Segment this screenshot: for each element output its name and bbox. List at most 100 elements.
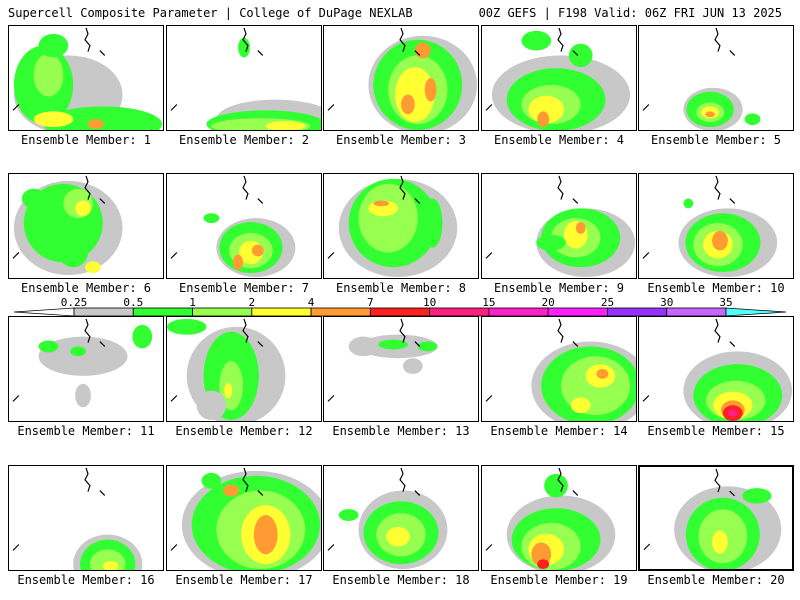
coastline	[643, 468, 735, 551]
ensemble-member-1-map[interactable]	[8, 25, 164, 131]
scp-contour-5	[251, 244, 264, 257]
ensemble-member-14-label: Ensemble Member: 14	[490, 424, 628, 438]
coastline	[12, 318, 106, 402]
scp-contour-5	[705, 111, 716, 118]
ensemble-member-17-label: Ensemble Member: 17	[175, 573, 313, 587]
coastline	[327, 318, 421, 402]
legend-tick-label: 4	[307, 296, 315, 309]
ensemble-member-8-map[interactable]	[323, 173, 479, 279]
scp-contour-4	[224, 382, 233, 399]
scp-contour-4	[75, 200, 91, 217]
legend-swatch-7	[429, 307, 490, 317]
ensemble-member-19-label: Ensemble Member: 19	[490, 573, 628, 587]
scp-contour-2	[70, 346, 86, 357]
scp-contour-5	[537, 111, 550, 128]
legend-swatch-9	[547, 307, 608, 317]
scp-contour-3	[132, 324, 153, 349]
legend-tick-label: 0.25	[60, 296, 88, 309]
ensemble-member-2-map[interactable]	[166, 25, 322, 131]
ensemble-member-12-map[interactable]	[166, 316, 322, 422]
legend-tick-label: 10	[423, 296, 437, 309]
ensemble-member-11-label: Ensemble Member: 11	[17, 424, 155, 438]
scp-contour-6	[223, 484, 240, 497]
ensemble-member-7-map[interactable]	[166, 173, 322, 279]
scp-contour-3	[358, 183, 418, 253]
scp-contour-5	[338, 509, 359, 521]
ensemble-member-13-map[interactable]	[323, 316, 479, 422]
scp-contour-5	[21, 188, 46, 209]
ensemble-member-20-map[interactable]	[638, 465, 794, 571]
legend-swatch-6	[369, 307, 431, 317]
ensemble-member-5-label: Ensemble Member: 5	[650, 133, 782, 147]
legend-tick-label: 25	[600, 296, 615, 309]
coastline	[12, 467, 106, 551]
legend-tick-label: 2	[248, 296, 256, 309]
ensemble-member-19-map[interactable]	[481, 465, 637, 571]
legend-tick-label: 35	[719, 296, 733, 309]
legend-swatch-1	[73, 307, 134, 317]
scp-contour-5	[596, 369, 609, 379]
ensemble-member-7-label: Ensemble Member: 7	[178, 281, 310, 295]
ensemble-member-4-label: Ensemble Member: 4	[493, 133, 625, 147]
scp-contour-7	[85, 261, 101, 274]
ensemble-member-9-map[interactable]	[481, 173, 637, 279]
ensemble-member-6-map[interactable]	[8, 173, 164, 279]
legend-swatch-3	[192, 307, 253, 317]
scp-contour-6	[196, 390, 227, 421]
ensemble-member-17-map[interactable]	[166, 465, 322, 571]
scp-contour-7	[424, 78, 437, 102]
legend-tick-label: 7	[367, 296, 374, 309]
ensemble-member-18-map[interactable]	[323, 465, 479, 571]
scp-contour-7	[727, 409, 738, 418]
ensemble-member-14-map[interactable]	[481, 316, 637, 422]
scp-contour-6	[570, 397, 591, 414]
scp-contour-5	[414, 42, 431, 59]
ensemble-member-20-label: Ensemble Member: 20	[647, 573, 785, 587]
scp-contour-1	[38, 336, 128, 376]
legend-tick-label: 30	[660, 296, 674, 309]
scp-contour-5	[712, 230, 728, 251]
ensemble-member-13-label: Ensemble Member: 13	[332, 424, 470, 438]
ensemble-member-3-map[interactable]	[323, 25, 479, 131]
scp-contour-6	[537, 559, 550, 570]
ensemble-member-8-label: Ensemble Member: 8	[335, 281, 467, 295]
coastline	[642, 318, 736, 402]
ensemble-member-2-label: Ensemble Member: 2	[178, 133, 310, 147]
ensemble-member-15-map[interactable]	[638, 316, 794, 422]
run-valid-time: 00Z GEFS | F198 Valid: 06Z FRI JUN 13 20…	[478, 6, 782, 20]
scp-contour-5	[238, 37, 250, 58]
scp-contour-5	[33, 111, 74, 128]
scp-contour-6	[401, 94, 415, 115]
legend-left-arrow	[13, 307, 75, 317]
ensemble-member-10-map[interactable]	[638, 173, 794, 279]
ensemble-member-16-map[interactable]	[8, 465, 164, 571]
scp-contour-7	[38, 33, 69, 58]
legend-tick-label: 1	[189, 296, 196, 309]
scp-contour-4	[102, 561, 119, 570]
ensemble-member-15-label: Ensemble Member: 15	[647, 424, 785, 438]
coastline	[170, 318, 264, 402]
coastline	[170, 175, 264, 259]
ensemble-member-11-map[interactable]	[8, 316, 164, 422]
legend-swatch-11	[666, 307, 727, 317]
ensemble-member-5-map[interactable]	[638, 25, 794, 131]
scp-contour-6	[87, 119, 104, 130]
ensemble-member-16-label: Ensemble Member: 16	[17, 573, 155, 587]
scp-contour-6	[58, 237, 88, 268]
coastline	[327, 27, 421, 111]
scp-contour-5	[167, 318, 207, 335]
scp-contour-4	[528, 95, 564, 124]
ensemble-member-1-label: Ensemble Member: 1	[20, 133, 152, 147]
coastline	[485, 175, 579, 259]
coastline	[485, 467, 579, 551]
ensemble-member-9-label: Ensemble Member: 9	[493, 281, 625, 295]
ensemble-member-18-label: Ensemble Member: 18	[332, 573, 470, 587]
scp-contour-4	[712, 530, 728, 554]
coastline	[642, 175, 736, 259]
scp-contour-4	[33, 53, 64, 97]
scp-contour-6	[683, 198, 694, 209]
scp-contour-3	[417, 341, 438, 352]
ensemble-member-4-map[interactable]	[481, 25, 637, 131]
scp-contour-7	[544, 473, 568, 498]
scp-contour-5	[742, 488, 772, 504]
